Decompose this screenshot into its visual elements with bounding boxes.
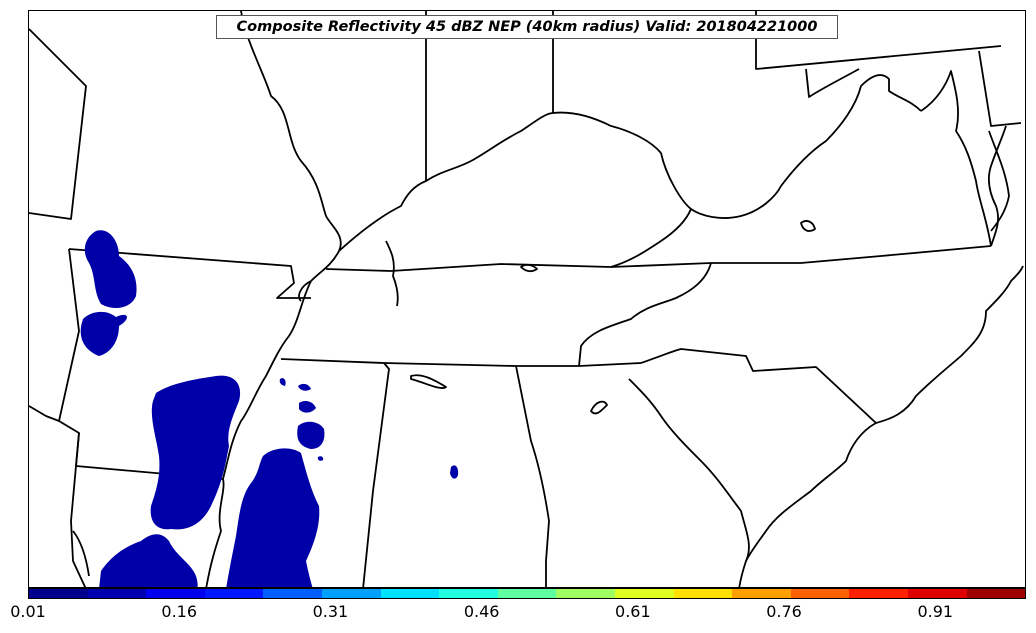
colorbar-segment xyxy=(263,589,322,598)
colorbar-segment xyxy=(614,589,674,598)
west-virginia xyxy=(660,74,922,219)
tennessee-river xyxy=(385,240,399,307)
louisiana-west xyxy=(70,432,87,587)
missouri-east-river xyxy=(240,11,342,302)
georgia-southcarolina xyxy=(628,378,750,587)
cell-arkansas-main xyxy=(150,375,241,530)
small-lake-3 xyxy=(800,220,816,232)
kentucky-north xyxy=(552,111,662,154)
colorbar-segment xyxy=(907,589,967,598)
small-lake-2 xyxy=(590,400,608,415)
alabama-georgia xyxy=(515,365,550,587)
chesapeake xyxy=(920,70,992,247)
colorbar-tick-label: 0.46 xyxy=(463,602,500,621)
kentucky-virginia xyxy=(610,208,692,268)
colorbar-segment xyxy=(380,589,440,598)
colorbar-segment xyxy=(790,589,850,598)
delmarva xyxy=(988,130,1010,232)
colorbar-segment xyxy=(497,589,557,598)
map-svg xyxy=(29,11,1024,587)
colorbar-ticks: 0.01 0.16 0.31 0.46 0.61 0.76 0.91 xyxy=(0,600,1036,630)
tennessee-northcarolina xyxy=(578,262,712,367)
state-boundaries xyxy=(29,11,1024,587)
cell-ms-small-5 xyxy=(317,456,324,461)
map-area xyxy=(28,10,1026,588)
mississippi-alabama xyxy=(362,362,390,587)
kentucky-tennessee xyxy=(325,245,992,272)
colorbar-segment xyxy=(321,589,381,598)
cell-louisiana xyxy=(99,534,198,587)
southcarolina-coast xyxy=(745,422,877,562)
colorbar-segment xyxy=(966,589,1026,598)
illinois-indiana xyxy=(338,11,427,252)
maryland-line xyxy=(805,68,860,98)
colorbar-segment xyxy=(673,589,733,598)
colorbar-segment xyxy=(556,589,615,598)
small-lake-4 xyxy=(520,263,538,273)
colorbar xyxy=(28,588,1026,599)
cell-ms-small-4 xyxy=(279,378,286,386)
mississippi-river xyxy=(205,280,312,587)
northcarolina-coast xyxy=(875,265,1024,424)
colorbar-segment xyxy=(87,589,147,598)
arkansas-west xyxy=(58,248,80,467)
cell-missouri xyxy=(84,230,137,308)
colorbar-segment xyxy=(732,589,791,598)
cell-ms-small-1 xyxy=(297,421,325,449)
louisiana-coast xyxy=(72,530,90,577)
colorbar-tick-label: 0.76 xyxy=(766,602,802,621)
cell-arkansas-nw xyxy=(80,311,127,356)
colorbar-tick-label: 0.01 xyxy=(10,602,46,621)
colorbar-tick-label: 0.61 xyxy=(615,602,651,621)
tennessee-south xyxy=(280,358,642,367)
colorbar-segment xyxy=(439,589,498,598)
small-lake-1 xyxy=(410,374,447,389)
colorbar-tick-label: 0.31 xyxy=(312,602,349,621)
colorbar-segment xyxy=(204,589,264,598)
missouri-boundary xyxy=(29,28,87,220)
cell-ms-small-3 xyxy=(298,383,311,391)
virginia-coast xyxy=(988,125,1007,247)
colorbar-tick-label: 0.91 xyxy=(917,602,954,621)
delaware xyxy=(978,50,1022,127)
colorbar-tick-label: 0.16 xyxy=(161,602,198,621)
indiana-ohio xyxy=(425,11,554,182)
precip-cells xyxy=(80,230,459,587)
colorbar-segment xyxy=(29,589,88,598)
arkansas-river-bend xyxy=(29,405,60,422)
missouri-bootheel xyxy=(68,248,311,299)
colorbar-segment xyxy=(849,589,908,598)
map-title: Composite Reflectivity 45 dBZ NEP (40km … xyxy=(216,15,838,39)
northcarolina-southcarolina xyxy=(640,348,877,424)
cell-alabama xyxy=(450,465,459,479)
colorbar-segment xyxy=(146,589,205,598)
cell-ms-small-2 xyxy=(299,400,316,413)
cell-mississippi-main xyxy=(226,448,320,587)
